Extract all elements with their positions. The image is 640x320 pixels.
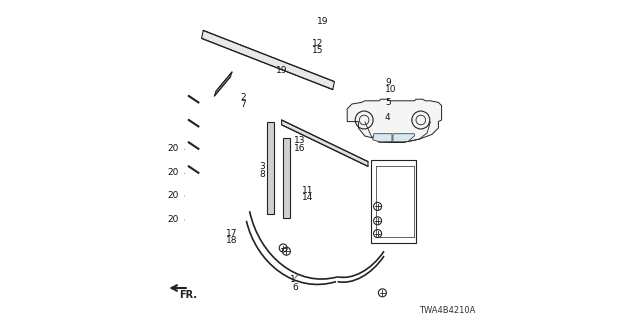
Text: 12: 12 bbox=[312, 39, 323, 48]
Text: 20: 20 bbox=[167, 168, 179, 177]
Text: 9: 9 bbox=[385, 78, 390, 87]
Text: 6: 6 bbox=[292, 284, 298, 292]
Text: 20: 20 bbox=[167, 191, 179, 200]
Text: 14: 14 bbox=[302, 193, 314, 202]
Text: 7: 7 bbox=[240, 100, 246, 109]
Text: 8: 8 bbox=[259, 170, 265, 179]
Text: 16: 16 bbox=[294, 144, 306, 153]
Polygon shape bbox=[268, 122, 274, 214]
Text: TWA4B4210A: TWA4B4210A bbox=[419, 306, 475, 315]
Polygon shape bbox=[282, 120, 368, 166]
Text: 10: 10 bbox=[385, 85, 396, 94]
Text: 17: 17 bbox=[226, 229, 237, 238]
Text: 18: 18 bbox=[226, 236, 237, 245]
Text: 1: 1 bbox=[290, 276, 295, 284]
Polygon shape bbox=[347, 99, 442, 142]
Text: 11: 11 bbox=[302, 186, 314, 195]
Text: 5: 5 bbox=[385, 98, 390, 107]
Text: 20: 20 bbox=[167, 215, 179, 224]
Text: 20: 20 bbox=[167, 144, 179, 153]
Text: 3: 3 bbox=[259, 162, 265, 171]
Polygon shape bbox=[283, 138, 290, 218]
Text: 15: 15 bbox=[312, 46, 323, 55]
Polygon shape bbox=[393, 134, 415, 142]
Text: 13: 13 bbox=[294, 136, 306, 145]
Polygon shape bbox=[372, 134, 392, 142]
Text: 19: 19 bbox=[317, 17, 328, 26]
Text: FR.: FR. bbox=[179, 290, 197, 300]
Polygon shape bbox=[202, 30, 334, 90]
Polygon shape bbox=[214, 72, 232, 96]
Text: 4: 4 bbox=[385, 113, 390, 122]
Text: 2: 2 bbox=[240, 93, 246, 102]
Text: 19: 19 bbox=[276, 66, 287, 75]
